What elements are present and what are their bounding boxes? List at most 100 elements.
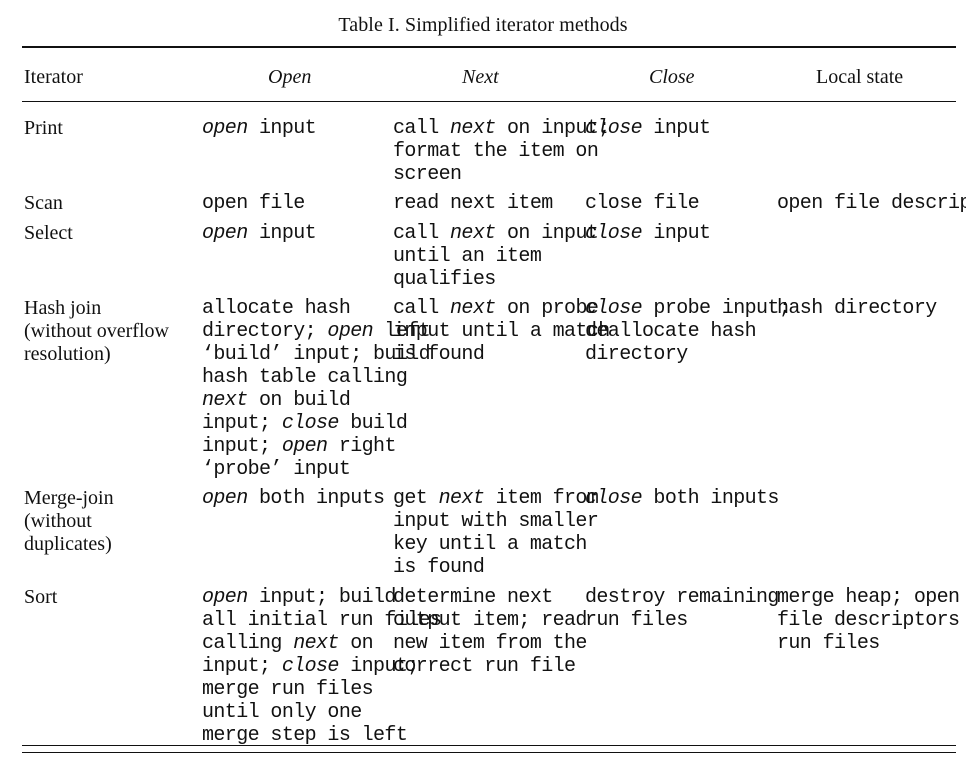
text-segment: input until a match	[393, 320, 610, 343]
cell-line: input; close input;	[202, 655, 441, 678]
header-iterator: Iterator	[24, 66, 83, 88]
cell-open: allocate hash directory; open left ‘build’…	[202, 297, 431, 481]
cell-line: destroy remaining	[585, 586, 779, 609]
cell-line: open both inputs	[202, 487, 385, 510]
cell-line: input until a match	[393, 320, 610, 343]
text-segment: right	[327, 435, 397, 458]
cell-open: open file	[202, 192, 305, 215]
header-rule	[22, 101, 956, 102]
cell-line: is found	[393, 556, 598, 579]
text-segment: directory;	[202, 320, 328, 343]
cell-close: destroy remaining run files	[585, 586, 779, 632]
text-segment: call	[393, 222, 451, 245]
cell-line: calling next on	[202, 632, 441, 655]
cell-line: hash directory	[777, 297, 937, 320]
text-segment: ‘probe’ input	[202, 458, 351, 481]
cell-line: close input	[585, 222, 711, 245]
cell-line: merge heap; open	[777, 586, 966, 609]
italic-term: open	[202, 586, 248, 609]
text-segment: deallocate hash	[585, 320, 757, 343]
cell-next: call next on input; format the item on scr…	[393, 117, 610, 186]
cell-line: file descriptors for	[777, 609, 966, 632]
text-segment: all initial run files	[202, 609, 442, 632]
cell-line: (without overflow	[24, 320, 169, 342]
text-segment: on input;	[495, 117, 610, 140]
cell-line: read next item	[393, 192, 553, 215]
text-segment: allocate hash	[202, 297, 351, 320]
cell-line: next on build	[202, 389, 430, 412]
cell-line: input; close build	[202, 412, 430, 435]
cell-next: read next item	[393, 192, 553, 215]
text-segment: call	[393, 117, 451, 140]
cell-line: merge step is left	[202, 724, 441, 747]
cell-next: call next on probe input until a match is …	[393, 297, 610, 366]
cell-line: close probe input;	[585, 297, 791, 320]
italic-term: close	[281, 412, 340, 435]
text-segment: format the item on	[393, 140, 599, 163]
text-segment: hash directory	[777, 297, 937, 320]
cell-iterator: Scan	[24, 192, 63, 215]
italic-term: close	[281, 655, 340, 678]
cell-line: hash table calling	[202, 366, 430, 389]
text-segment: correct run file	[393, 655, 576, 678]
top-rule	[22, 46, 956, 48]
italic-term: next	[202, 389, 248, 412]
bottom-rule-1	[22, 745, 956, 746]
cell-line: Merge-join	[24, 487, 114, 509]
cell-line: output item; read	[393, 609, 587, 632]
cell-line: open input; build	[202, 586, 441, 609]
cell-line: allocate hash	[202, 297, 430, 320]
text-segment: qualifies	[393, 268, 496, 291]
cell-line: call next on probe	[393, 297, 610, 320]
cell-open: open input	[202, 222, 317, 245]
text-segment: on probe	[495, 297, 599, 320]
text-segment: input; build	[247, 586, 396, 609]
text-segment: input	[247, 117, 317, 140]
text-segment: read next item	[393, 192, 553, 215]
cell-line: until only one	[202, 701, 441, 724]
cell-line: Sort	[24, 586, 58, 608]
header-open: Open	[268, 66, 312, 88]
text-segment: merge step is left	[202, 724, 408, 747]
cell-line: open file	[202, 192, 305, 215]
text-segment: merge run files	[202, 678, 374, 701]
text-segment: is found	[393, 556, 485, 579]
text-segment: output item; read	[393, 609, 587, 632]
cell-line: new item from the	[393, 632, 587, 655]
italic-term: next	[438, 487, 485, 510]
cell-next: get next item from input with smaller key …	[393, 487, 599, 579]
text-segment: on build	[247, 389, 351, 412]
text-segment: input;	[202, 655, 282, 678]
italic-term: next	[293, 632, 339, 655]
text-segment: key until a match	[393, 533, 587, 556]
cell-close: close file	[585, 192, 700, 215]
cell-close: close input	[585, 222, 711, 245]
cell-line: call next on input	[393, 222, 599, 245]
italic-term: close	[585, 487, 643, 510]
text-segment: input;	[202, 435, 282, 458]
cell-line: open file descriptor	[777, 192, 966, 215]
cell-line: screen	[393, 163, 610, 186]
header-close: Close	[649, 66, 695, 88]
italic-term: close	[585, 297, 643, 320]
cell-line: all initial run files	[202, 609, 442, 632]
cell-line: close both inputs	[585, 487, 779, 510]
header-next: Next	[462, 66, 499, 88]
cell-line: get next item from	[393, 487, 599, 510]
text-segment: until only one	[202, 701, 362, 724]
bottom-rule-2	[22, 752, 956, 753]
cell-line: (without	[24, 510, 92, 532]
text-segment: destroy remaining	[585, 586, 779, 609]
cell-line: close file	[585, 192, 700, 215]
text-segment: determine next	[393, 586, 553, 609]
text-segment: input;	[338, 655, 419, 678]
text-segment: probe input;	[642, 297, 791, 320]
cell-line: format the item on	[393, 140, 610, 163]
cell-line: input with smaller	[393, 510, 599, 533]
text-segment: input with smaller	[393, 510, 599, 533]
text-segment: call	[393, 297, 451, 320]
cell-line: Print	[24, 117, 63, 139]
cell-line: is found	[393, 343, 610, 366]
